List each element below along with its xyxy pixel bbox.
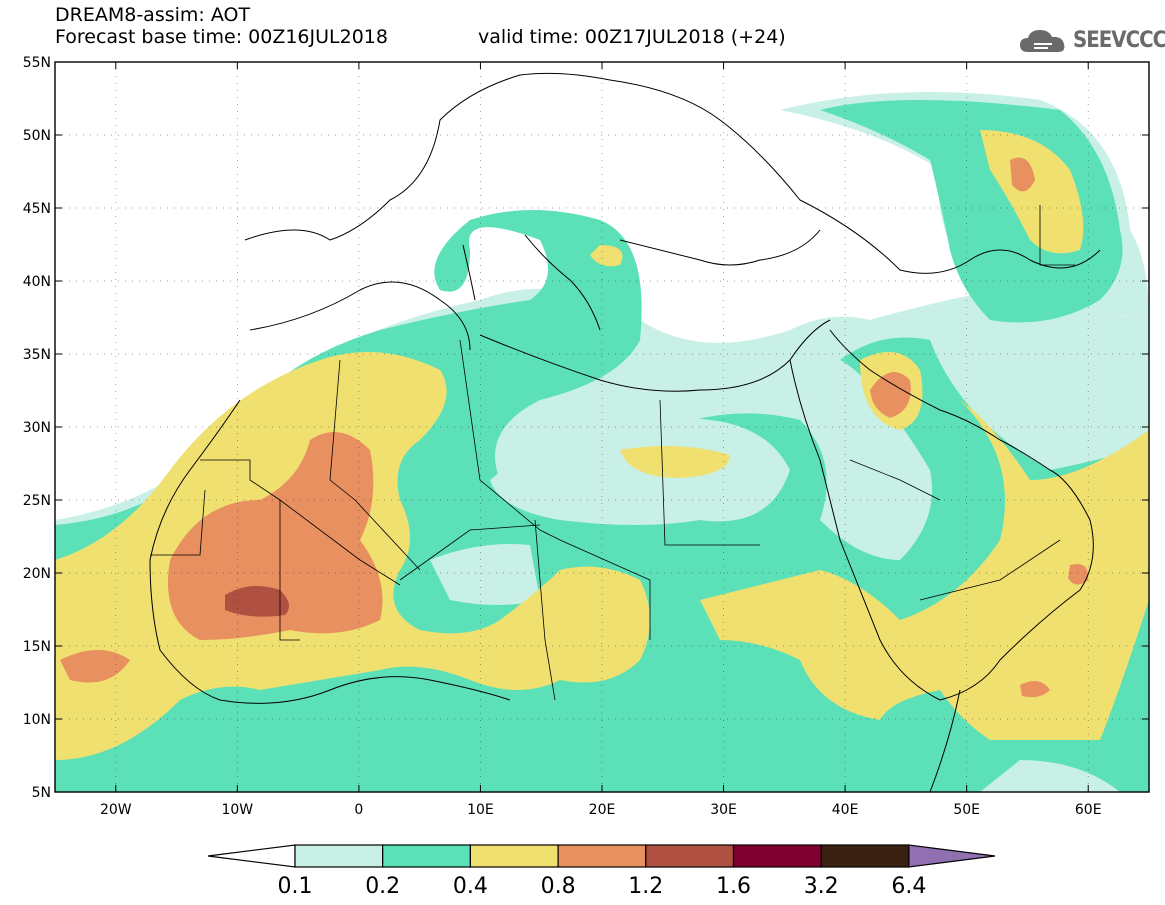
lat-label: 55N xyxy=(23,55,51,71)
colorbar-label: 0.8 xyxy=(541,874,576,899)
aot-contour-1.2 xyxy=(225,586,289,617)
lat-label: 40N xyxy=(23,274,51,290)
lon-label: 60E xyxy=(1075,802,1102,818)
country-borders xyxy=(150,205,1075,701)
colorbar: 0.1 0.2 0.4 0.8 1.2 1.6 3.2 6.4 xyxy=(207,844,996,899)
colorbar-label: 3.2 xyxy=(804,874,839,899)
colorbar-label: 1.2 xyxy=(628,874,663,899)
lat-label: 10N xyxy=(23,712,51,728)
colorbar-label: 6.4 xyxy=(891,874,926,899)
seevccc-logo: SEEVCCC xyxy=(1018,24,1165,58)
colorbar-swatch xyxy=(732,844,822,868)
lat-label: 15N xyxy=(23,639,51,655)
lon-label: 0 xyxy=(354,802,363,818)
colorbar-swatch xyxy=(557,844,647,868)
lat-label: 30N xyxy=(23,420,51,436)
lat-label: 45N xyxy=(23,201,51,217)
base-time-label: Forecast base time: 00Z16JUL2018 xyxy=(55,26,388,48)
lon-label: 20E xyxy=(589,802,616,818)
lon-label: 10E xyxy=(467,802,494,818)
lon-label: 20W xyxy=(100,802,132,818)
cloud-icon xyxy=(1020,30,1065,52)
colorbar-label: 0.1 xyxy=(278,874,313,899)
lat-label: 5N xyxy=(32,785,51,801)
logo-text: SEEVCCC xyxy=(1073,28,1165,53)
colorbar-swatch xyxy=(820,844,910,868)
colorbar-arrow-low xyxy=(207,844,296,868)
colorbar-label: 0.2 xyxy=(365,874,400,899)
colorbar-swatch xyxy=(469,844,559,868)
colorbar-arrow-high xyxy=(908,844,996,868)
lon-label: 40E xyxy=(832,802,859,818)
lat-label: 35N xyxy=(23,347,51,363)
coastlines xyxy=(149,72,1101,792)
graticule xyxy=(55,62,1149,792)
lat-label: 25N xyxy=(23,493,51,509)
lon-label: 50E xyxy=(953,802,980,818)
colorbar-swatch xyxy=(382,844,472,868)
lon-label: 10W xyxy=(221,802,253,818)
colorbar-label: 0.4 xyxy=(453,874,488,899)
aot-contour-0.8 xyxy=(168,432,383,640)
colorbar-swatch xyxy=(294,844,384,868)
lat-label: 50N xyxy=(23,128,51,144)
colorbar-label: 1.6 xyxy=(716,874,751,899)
lon-label: 30E xyxy=(710,802,737,818)
lat-label: 20N xyxy=(23,566,51,582)
valid-time-label: valid time: 00Z17JUL2018 (+24) xyxy=(478,26,786,48)
colorbar-swatch xyxy=(645,844,735,868)
map-title: DREAM8-assim: AOT xyxy=(55,4,251,26)
